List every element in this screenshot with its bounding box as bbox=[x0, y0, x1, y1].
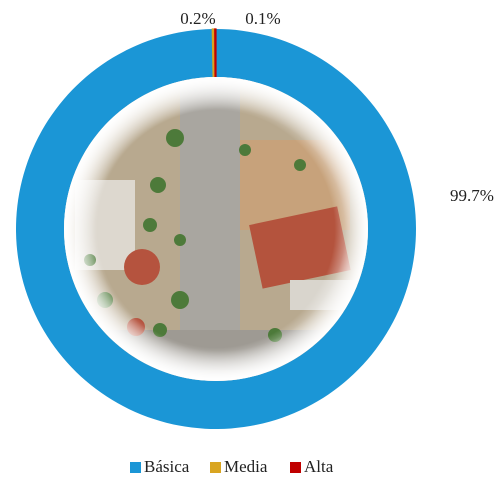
donut-segment bbox=[214, 28, 217, 78]
legend-swatch bbox=[210, 462, 221, 473]
legend: Básica Media Alta bbox=[130, 457, 334, 476]
legend-swatch bbox=[290, 462, 301, 473]
value-label: 0.2% bbox=[180, 9, 215, 28]
legend-swatch bbox=[130, 462, 141, 473]
legend-label: Básica bbox=[144, 457, 190, 476]
legend-label: Alta bbox=[304, 457, 334, 476]
legend-label: Media bbox=[224, 457, 268, 476]
value-label: 99.7% bbox=[450, 186, 494, 205]
value-label: 0.1% bbox=[245, 9, 280, 28]
